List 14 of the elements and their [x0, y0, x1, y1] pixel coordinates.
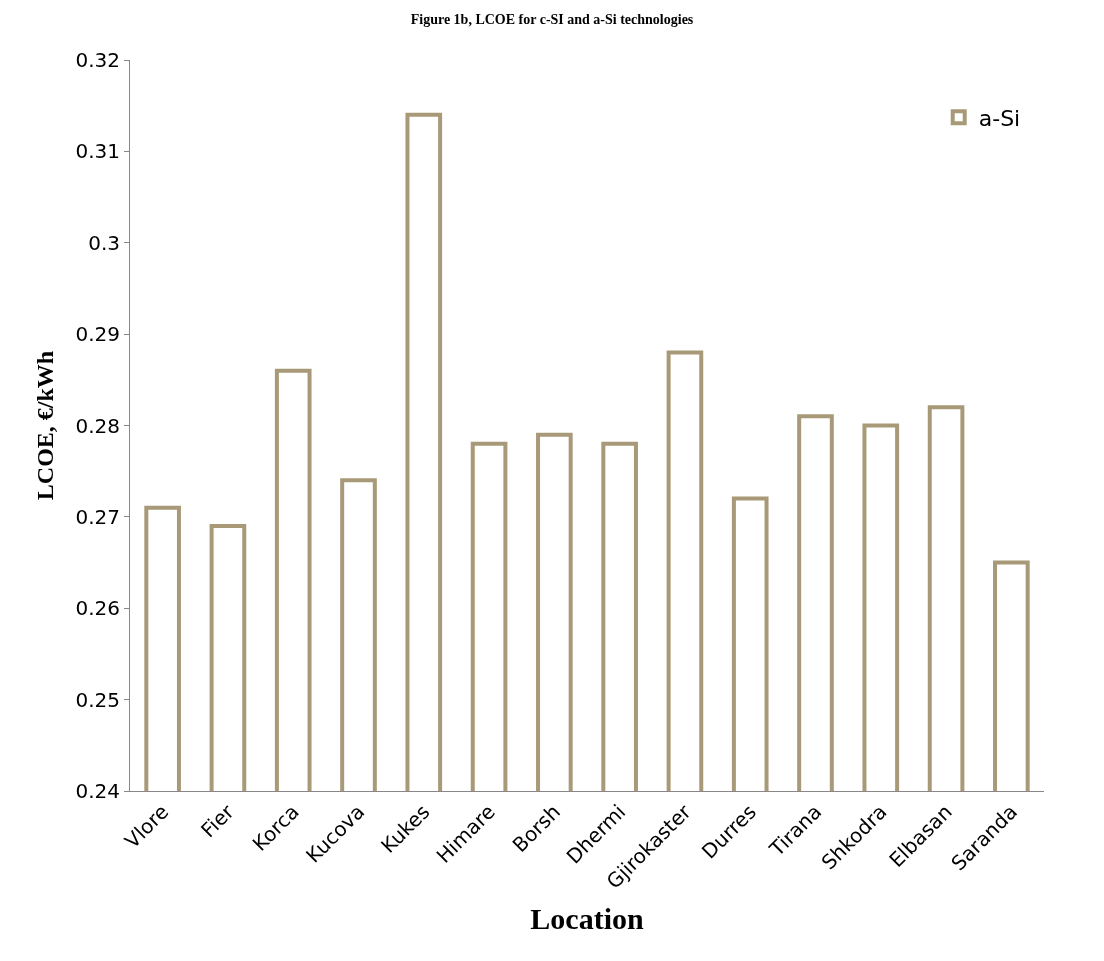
y-tick-label: 0.26 — [75, 596, 120, 621]
chart-title: Figure 1b, LCOE for c-SI and a-Si technologies — [410, 12, 694, 28]
y-tick-label: 0.27 — [75, 504, 120, 529]
legend-label: a-Si — [978, 105, 1021, 131]
y-tick-label: 0.31 — [75, 139, 120, 164]
x-tick-label: Fier — [196, 799, 240, 843]
y-tick-label: 0.32 — [75, 48, 120, 72]
y-tick-label: 0.3 — [88, 230, 120, 255]
y-tick-label: 0.29 — [75, 322, 120, 347]
x-axis-title: Location — [530, 902, 644, 936]
y-tick-label: 0.25 — [75, 687, 120, 712]
y-tick-label: 0.24 — [75, 779, 120, 803]
y-tick-label: 0.28 — [75, 413, 120, 438]
y-axis-title: LCOE, €/kWh — [31, 350, 58, 501]
